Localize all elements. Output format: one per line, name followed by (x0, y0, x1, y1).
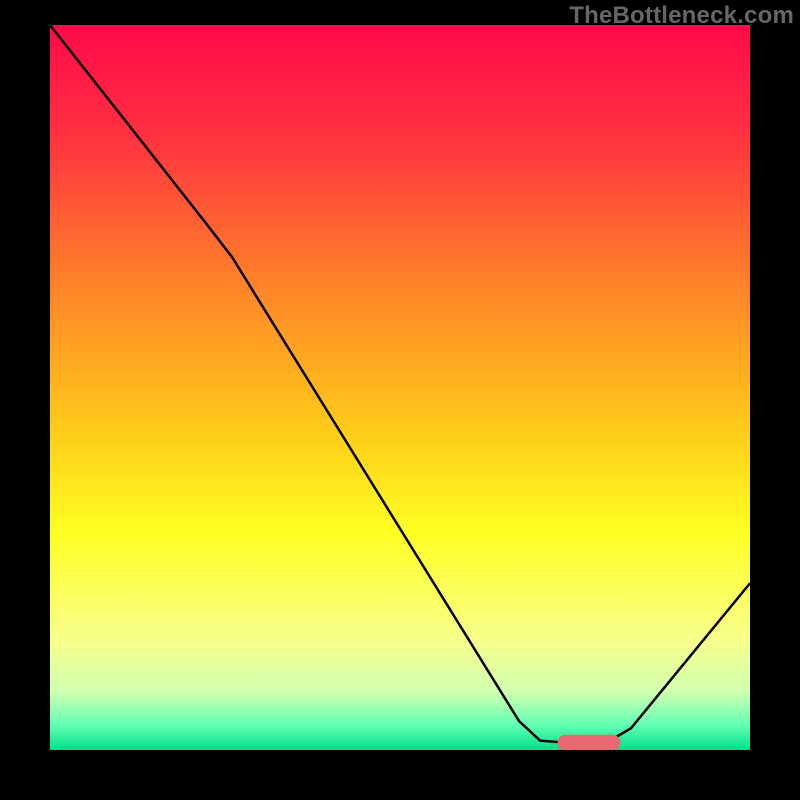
chart-border (750, 0, 800, 800)
chart-border (0, 750, 800, 800)
chart-background (50, 25, 750, 750)
optimal-marker (558, 735, 621, 751)
chart-frame: TheBottleneck.com (0, 0, 800, 800)
watermark-text: TheBottleneck.com (569, 2, 794, 30)
bottleneck-chart (0, 0, 800, 800)
chart-border (0, 0, 50, 800)
